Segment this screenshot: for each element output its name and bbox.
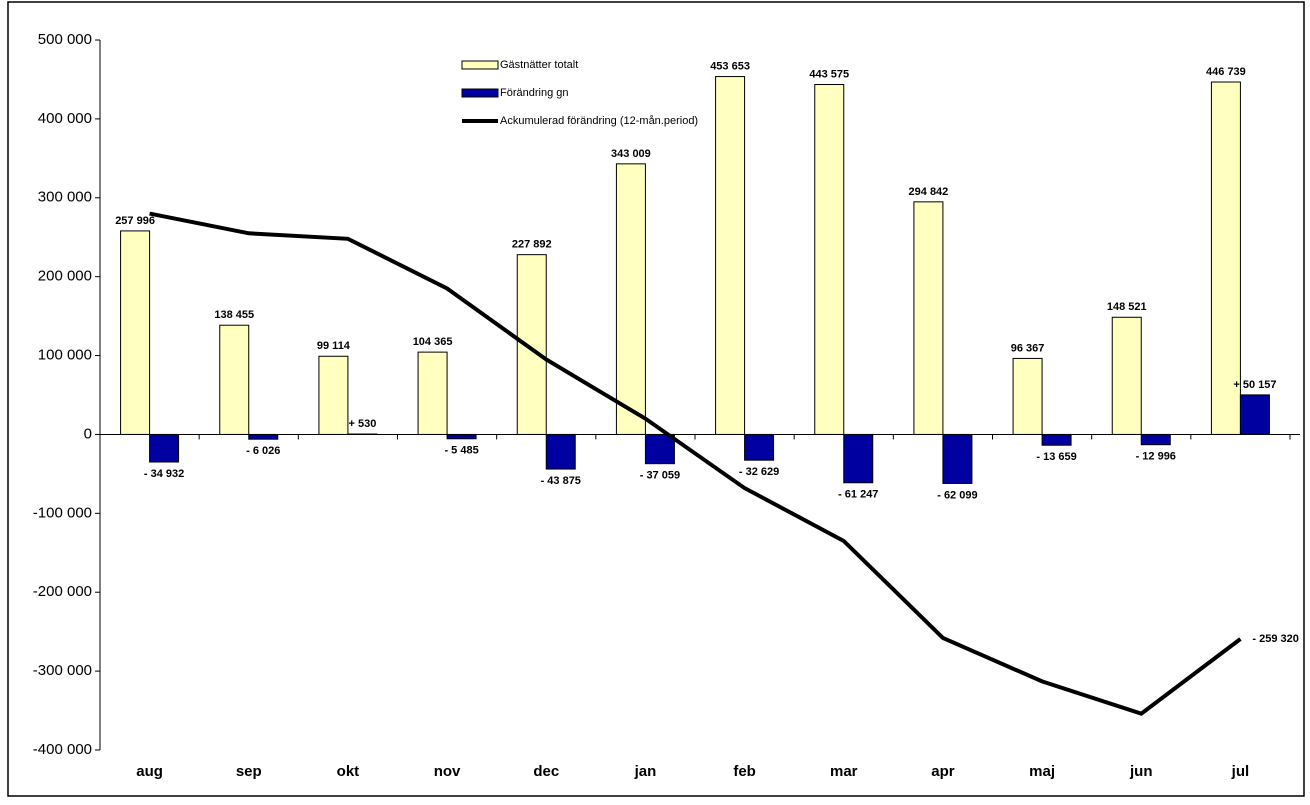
y-tick-label: -400 000 bbox=[33, 741, 92, 758]
y-tick-label: -200 000 bbox=[33, 583, 92, 600]
y-tick-label: 500 000 bbox=[38, 31, 92, 48]
data-label: - 62 099 bbox=[937, 489, 977, 501]
bar bbox=[815, 85, 844, 435]
x-tick-label: sep bbox=[236, 763, 262, 780]
y-tick-label: -300 000 bbox=[33, 662, 92, 679]
bar bbox=[418, 352, 447, 434]
data-label: 453 653 bbox=[710, 60, 750, 72]
data-label: - 37 059 bbox=[640, 470, 680, 482]
x-tick-label: apr bbox=[931, 763, 955, 780]
bar bbox=[249, 434, 278, 439]
bar bbox=[121, 231, 150, 435]
bar bbox=[914, 202, 943, 435]
bar bbox=[220, 325, 249, 434]
bar bbox=[517, 255, 546, 435]
bar bbox=[745, 434, 774, 460]
data-label: - 6 026 bbox=[246, 445, 280, 457]
legend-swatch bbox=[462, 61, 498, 69]
data-label: - 13 659 bbox=[1036, 451, 1076, 463]
data-label: 104 365 bbox=[413, 336, 453, 348]
y-tick-label: 400 000 bbox=[38, 110, 92, 127]
bar bbox=[1013, 358, 1042, 434]
data-label: 257 996 bbox=[115, 215, 155, 227]
data-label: 99 114 bbox=[317, 340, 351, 352]
bar bbox=[1240, 395, 1269, 435]
y-tick-label: 300 000 bbox=[38, 189, 92, 206]
data-label: - 61 247 bbox=[838, 489, 878, 501]
line bbox=[150, 214, 1241, 714]
bar bbox=[943, 434, 972, 483]
bar bbox=[616, 164, 645, 435]
x-tick-label: dec bbox=[533, 763, 559, 780]
legend-label: Förändring gn bbox=[500, 87, 569, 99]
bar bbox=[1112, 317, 1141, 434]
x-tick-label: mar bbox=[830, 763, 858, 780]
data-label: - 32 629 bbox=[739, 466, 779, 478]
data-label: - 12 996 bbox=[1136, 451, 1176, 463]
bar bbox=[1141, 434, 1170, 444]
bar bbox=[645, 434, 674, 463]
data-label: 443 575 bbox=[809, 68, 849, 80]
data-label: + 50 157 bbox=[1233, 379, 1276, 391]
legend-swatch bbox=[462, 89, 498, 97]
x-tick-label: jul bbox=[1231, 763, 1250, 780]
bar bbox=[546, 434, 575, 469]
legend-label: Ackumulerad förändring (12-mån.period) bbox=[500, 115, 698, 127]
x-tick-label: jun bbox=[1129, 763, 1153, 780]
x-tick-label: feb bbox=[733, 763, 756, 780]
data-label: 294 842 bbox=[909, 186, 949, 198]
bar bbox=[150, 434, 179, 462]
y-tick-label: 0 bbox=[84, 425, 92, 442]
data-label: 446 739 bbox=[1206, 66, 1246, 78]
data-label: 343 009 bbox=[611, 148, 651, 160]
data-label: 227 892 bbox=[512, 239, 552, 251]
bar bbox=[447, 434, 476, 438]
bar bbox=[716, 77, 745, 435]
data-label: 96 367 bbox=[1011, 342, 1045, 354]
bar bbox=[1042, 434, 1071, 445]
data-label: - 34 932 bbox=[144, 468, 184, 480]
data-label: - 259 320 bbox=[1252, 633, 1298, 645]
legend-label: Gästnätter totalt bbox=[500, 59, 578, 71]
x-tick-label: nov bbox=[434, 763, 461, 780]
data-label: 148 521 bbox=[1107, 301, 1147, 313]
y-tick-label: 100 000 bbox=[38, 347, 92, 364]
x-tick-label: aug bbox=[136, 763, 163, 780]
x-tick-label: maj bbox=[1029, 763, 1055, 780]
data-label: - 43 875 bbox=[541, 475, 581, 487]
data-label: + 530 bbox=[348, 418, 376, 430]
y-tick-label: 200 000 bbox=[38, 268, 92, 285]
bar bbox=[319, 356, 348, 434]
x-tick-label: okt bbox=[337, 763, 360, 780]
y-tick-label: -100 000 bbox=[33, 504, 92, 521]
x-tick-label: jan bbox=[634, 763, 657, 780]
bar bbox=[844, 434, 873, 482]
data-label: - 5 485 bbox=[444, 445, 478, 457]
data-label: 138 455 bbox=[214, 309, 254, 321]
